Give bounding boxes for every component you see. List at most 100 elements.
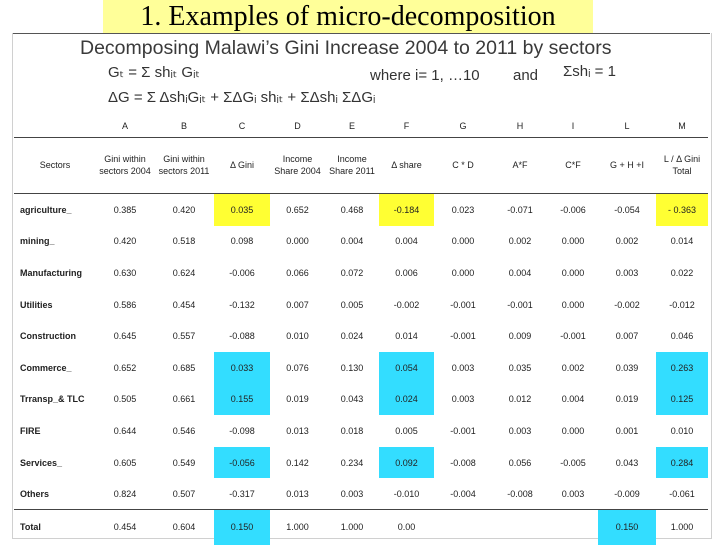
table-cell: 0.098 xyxy=(230,236,254,247)
table-cell: 0.004 xyxy=(340,236,364,247)
table-cell: C xyxy=(238,121,246,131)
table-cell: 0.604 xyxy=(172,522,196,533)
table-cell: C * D xyxy=(452,160,474,170)
table-cell: 0.000 xyxy=(561,236,585,247)
table-cell: 0.507 xyxy=(172,489,196,500)
table-row: agriculture_ 0.385 0.420 0.035 0.652 0.468 -0.… xyxy=(14,194,708,226)
table-cell: 0.003 xyxy=(451,394,475,405)
table-cell: I xyxy=(571,121,575,131)
formula-delta-gini: ΔG = Σ ΔshᵢGᵢₜ + ΣΔGᵢ shᵢₜ + ΣΔshᵢ ΣΔGᵢ xyxy=(108,89,376,106)
table-cell: -0.002 xyxy=(393,299,420,310)
table-cell: G + H +I xyxy=(609,160,644,170)
table-cell: 0.150 xyxy=(214,509,270,545)
table-cell: 0.125 xyxy=(656,383,708,416)
table-cell: -0.001 xyxy=(507,299,533,310)
table-cell: 0.234 xyxy=(340,457,364,468)
table-cell: -0.008 xyxy=(507,489,533,500)
table-cell: -0.006 xyxy=(229,267,255,278)
table-heading: Decomposing Malawi’s Gini Increase 2004 … xyxy=(80,37,612,59)
table-cell: 0.033 xyxy=(214,351,270,384)
table-cell: -0.061 xyxy=(669,489,695,500)
table-cell: 0.000 xyxy=(561,299,585,310)
table-cell: 0.420 xyxy=(113,236,137,247)
total-rule xyxy=(14,509,708,510)
table-cell: 0.076 xyxy=(286,362,309,373)
table-cell: 0.263 xyxy=(656,351,708,384)
table-cell: 0.002 xyxy=(561,362,585,373)
table-cell: 0.003 xyxy=(340,489,364,500)
table-cell: L xyxy=(624,121,630,131)
table-cell: 0.549 xyxy=(172,457,196,468)
table-row: mining_ 0.420 0.518 0.098 0.000 0.004 0.004 0.0… xyxy=(14,226,708,258)
table-cell: 0.006 xyxy=(395,267,418,278)
row-label: mining_ xyxy=(20,236,55,247)
table-cell: 0.003 xyxy=(561,489,585,500)
table-cell: 0.454 xyxy=(113,522,137,533)
table-cell: 0.092 xyxy=(379,446,434,479)
table-cell: -0.001 xyxy=(560,331,586,342)
table-cell: 0.001 xyxy=(615,425,639,436)
table-cell: 0.505 xyxy=(113,394,137,405)
table-cell: Δ Gini xyxy=(229,160,255,170)
table-cell: 0.130 xyxy=(340,362,364,373)
row-label: Others xyxy=(20,489,50,500)
table-cell: 0.014 xyxy=(395,331,418,342)
table-cell: 0.420 xyxy=(172,204,196,215)
table-cell: 0.155 xyxy=(214,383,270,416)
table-cell: 0.009 xyxy=(508,331,532,342)
table-cell: F xyxy=(403,121,410,131)
table-cell: -0.071 xyxy=(507,204,533,215)
table-cell: -0.132 xyxy=(229,299,255,310)
table-cell: 0.685 xyxy=(172,362,196,373)
top-rule xyxy=(12,33,710,34)
body-top-rule xyxy=(14,193,708,194)
table-row: Construction 0.645 0.557 -0.088 0.010 0.024 0.… xyxy=(14,320,708,352)
table-cell: 0.066 xyxy=(286,267,309,278)
table-cell: 0.652 xyxy=(113,362,137,373)
table-cell: 0.546 xyxy=(172,425,196,436)
table-cell: 0.824 xyxy=(113,489,137,500)
slide-title: 1. Examples of micro-decomposition xyxy=(103,0,593,33)
table-cell: 0.000 xyxy=(286,236,309,247)
table-cell: 0.605 xyxy=(113,457,137,468)
table-cell: 0.645 xyxy=(113,331,137,342)
table-cell: 0.557 xyxy=(172,331,196,342)
row-label: Trransp_& TLC xyxy=(20,394,85,405)
formula-gini-total: Gₜ = Σ shᵢₜ Gᵢₜ xyxy=(108,64,200,81)
table-cell: - 0.363 xyxy=(656,194,708,226)
slide-frame xyxy=(12,33,712,539)
table-cell: -0.005 xyxy=(560,457,586,468)
table-cell: 0.005 xyxy=(395,425,418,436)
formula-share-sum: Σshᵢ = 1 xyxy=(563,63,616,80)
table-cell: 0.013 xyxy=(286,489,309,500)
table-cell: 0.022 xyxy=(670,267,694,278)
table-cell: 0.010 xyxy=(286,331,309,342)
table-cell: -0.004 xyxy=(450,489,476,500)
table-cell: 0.010 xyxy=(670,425,694,436)
table-cell: 0.385 xyxy=(113,204,137,215)
table-cell: 1.000 xyxy=(340,522,364,533)
header-rule xyxy=(14,137,708,138)
table-cell: 0.000 xyxy=(561,425,585,436)
table-cell: 0.007 xyxy=(286,299,309,310)
table-cell: 0.003 xyxy=(615,267,639,278)
table-cell: 0.518 xyxy=(172,236,196,247)
row-label xyxy=(14,116,96,136)
row-label: Utilities xyxy=(20,299,53,310)
table-cell: 0.004 xyxy=(561,394,585,405)
table-cell: -0.010 xyxy=(393,489,420,500)
total-row: Total 0.454 0.604 0.150 1.000 1.000 0.00 0.150 1… xyxy=(14,509,708,545)
table-cell: -0.098 xyxy=(229,425,255,436)
table-cell: 0.142 xyxy=(286,457,309,468)
table-cell: 0.652 xyxy=(286,204,309,215)
table-row: FIRE 0.644 0.546 -0.098 0.013 0.018 0.005 -0.00… xyxy=(14,415,708,447)
table-cell: D xyxy=(294,121,301,131)
table-cell: L / Δ Gini Total xyxy=(663,154,701,176)
table-cell: B xyxy=(180,121,187,131)
table-cell: 0.019 xyxy=(286,394,309,405)
table-cell: 0.056 xyxy=(508,457,532,468)
table-cell: 0.012 xyxy=(508,394,532,405)
table-cell: E xyxy=(348,121,355,131)
table-cell: 0.661 xyxy=(172,394,196,405)
table-cell: -0.317 xyxy=(229,489,255,500)
